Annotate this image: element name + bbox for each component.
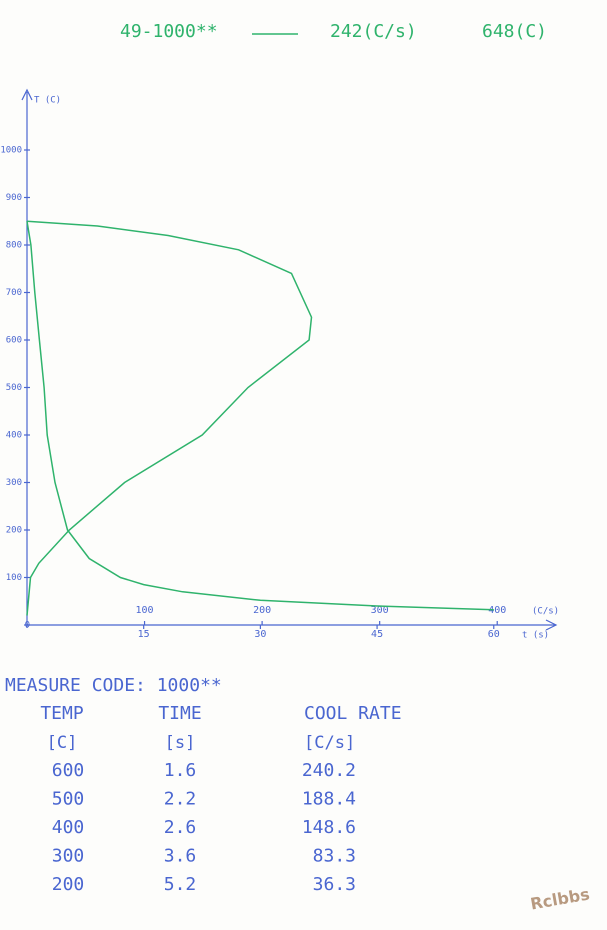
x2-tick-label: 300 [371,605,389,616]
x-tick-label: 45 [371,629,383,640]
table-cell: 200 [52,874,85,895]
table-cell: 600 [52,760,85,781]
table-header: TEMP [40,703,84,724]
table-cell: 148.6 [302,817,356,838]
y-tick-label: 1000 [0,146,22,156]
y-tick-label: 700 [6,288,22,298]
y-tick-label: 500 [6,383,22,393]
y-tick-label: 600 [6,336,22,346]
x-tick-label: 60 [488,629,500,640]
watermark: Rclbbs [529,884,591,913]
header-max-rate: 242(C/s) [330,21,417,42]
table-cell: 3.6 [164,846,197,867]
table-unit: [s] [165,733,196,753]
table-cell: 300 [52,846,85,867]
x-tick-label: 30 [254,629,266,640]
y-tick-label: 200 [6,526,22,536]
table-cell: 83.3 [313,846,356,867]
table-cell: 2.2 [164,789,197,810]
table-cell: 1.6 [164,760,197,781]
table-cell: 2.6 [164,817,197,838]
table-unit: [C] [47,733,78,753]
y-tick-label: 0 [25,621,30,631]
y-tick-label: 800 [6,241,22,251]
x2-axis-label: (C/s) [532,607,559,617]
x-axis-label: t (s) [522,631,549,641]
curve [26,221,494,611]
y-tick-label: 900 [6,193,22,203]
table-cell: 400 [52,817,85,838]
table-cell: 5.2 [164,874,197,895]
header-max-temp: 648(C) [482,21,547,42]
table-cell: 36.3 [313,874,356,895]
y-tick-label: 300 [6,478,22,488]
y-axis-label: T (C) [34,96,61,106]
x2-tick-label: 400 [488,605,506,616]
y-tick-label: 100 [6,573,22,583]
table-title: MEASURE CODE: 1000** [5,675,222,696]
x2-tick-label: 200 [253,605,271,616]
header-code: 49-1000** [120,21,218,42]
y-arrow [21,88,33,101]
curve [26,220,313,616]
table-cell: 500 [52,789,85,810]
x-tick-label: 15 [138,629,150,640]
y-tick-label: 400 [6,431,22,441]
table-cell: 188.4 [302,789,356,810]
table-unit: [C/s] [304,733,355,753]
table-header: COOL RATE [304,703,402,724]
table-header: TIME [158,703,201,724]
x-arrow [545,619,558,631]
table-cell: 240.2 [302,760,356,781]
x2-tick-label: 100 [136,605,154,616]
